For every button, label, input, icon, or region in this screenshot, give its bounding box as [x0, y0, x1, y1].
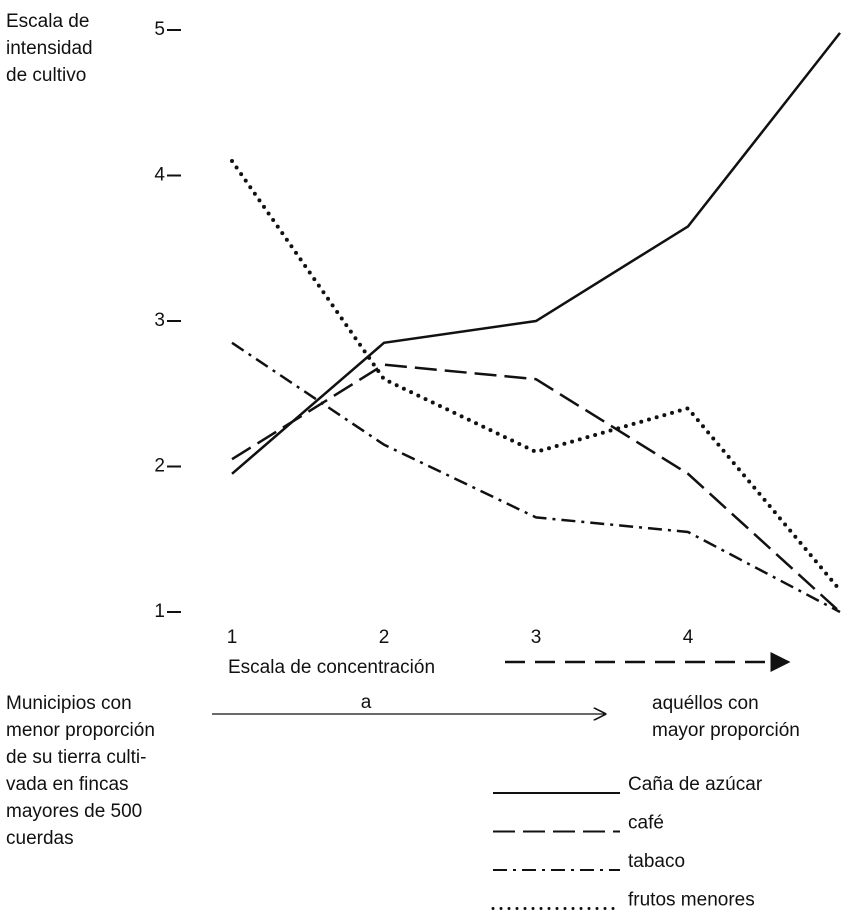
series-line	[231, 341, 841, 614]
x-tick-label: 3	[531, 627, 542, 648]
x-tick-label: 1	[227, 627, 238, 648]
y-tick-label: 3	[154, 310, 165, 331]
y-axis-label: intensidad	[6, 38, 93, 59]
y-tick-label: 5	[154, 19, 165, 40]
left-note: de su tierra culti-	[6, 747, 146, 768]
left-note: vada en fincas	[6, 774, 129, 795]
right-note: aquéllos con	[652, 693, 759, 714]
left-note: Municipios con	[6, 693, 132, 714]
right-note: mayor proporción	[652, 720, 800, 741]
series-line	[231, 32, 841, 475]
legend-label: tabaco	[628, 851, 685, 872]
legend-label: frutos menores	[628, 890, 755, 911]
x-tick-label: 2	[379, 627, 390, 648]
legend-label: Caña de azúcar	[628, 774, 763, 795]
middle-note: a	[361, 692, 372, 713]
y-tick-label: 2	[154, 456, 165, 477]
series-line	[230, 158, 842, 593]
left-note: cuerdas	[6, 828, 74, 849]
y-tick-label: 4	[154, 165, 165, 186]
left-note: menor proporción	[6, 720, 155, 741]
x-tick-label: 4	[683, 627, 694, 648]
x-axis-label: Escala de concentración	[228, 657, 435, 678]
series-line	[231, 363, 841, 613]
y-axis-label: Escala de	[6, 11, 89, 32]
legend-label: café	[628, 813, 664, 834]
left-note: mayores de 500	[6, 801, 142, 822]
y-tick-label: 1	[154, 601, 165, 622]
y-axis-label: de cultivo	[6, 65, 86, 86]
